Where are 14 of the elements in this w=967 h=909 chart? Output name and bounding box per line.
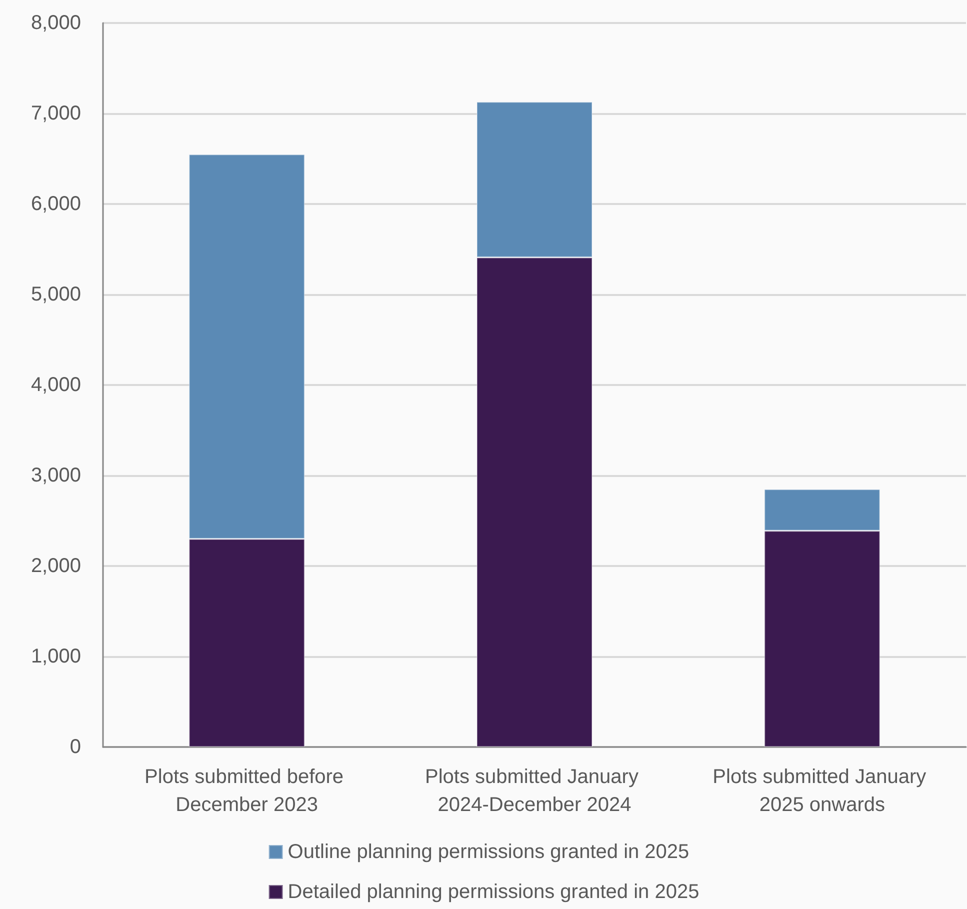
y-tick-label: 5,000 — [30, 284, 81, 306]
legend-label: Outline planning permissions granted in 2025 — [288, 841, 690, 863]
y-tick-label: 6,000 — [30, 193, 81, 215]
y-tick-label: 7,000 — [30, 102, 81, 124]
y-tick-label: 4,000 — [30, 374, 81, 396]
x-tick-label: Plots submitted January 2024-December 2024 — [425, 766, 644, 816]
y-tick-label: 8,000 — [30, 12, 81, 34]
y-tick-label: 1,000 — [30, 646, 81, 668]
legend-label: Detailed planning permissions granted in 2025 — [288, 881, 700, 903]
y-tick-label: 3,000 — [30, 464, 81, 486]
x-tick-label: Plots submitted before December 2023 — [144, 766, 350, 816]
y-tick-label: 0 — [70, 736, 81, 758]
y-tick-label: 2,000 — [30, 555, 81, 577]
x-tick-label: Plots submitted January 2025 onwards — [712, 766, 932, 816]
